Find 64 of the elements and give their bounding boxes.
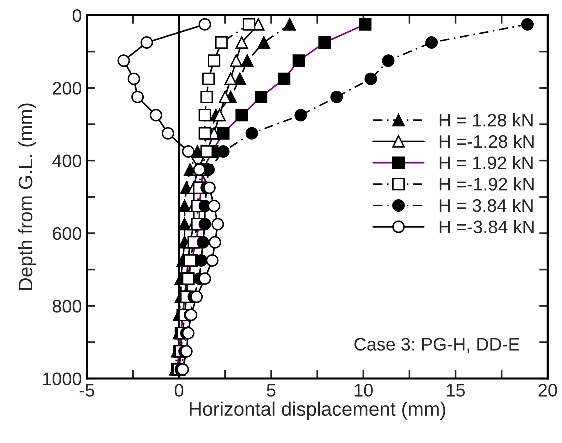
point [200,145,214,158]
point [162,127,174,140]
point [150,109,162,122]
point [215,36,228,49]
point [284,18,296,31]
point [236,36,248,49]
point [521,18,534,31]
point [246,127,258,140]
point [364,72,378,86]
legend-label: H = 1.28 kN [440,114,533,127]
x-tick-label: 0 [174,384,184,397]
point [382,54,395,68]
legend-label: H = 1.92 kN [440,156,533,170]
point [182,145,195,158]
x-tick-label: 20 [538,384,558,397]
point [190,290,204,304]
point [212,218,224,231]
x-axis-title: Horizontal displacement (mm) [190,402,446,420]
point [140,36,154,49]
y-tick-label: 1000 [43,372,82,386]
y-tick-label: 0 [72,9,82,22]
point [243,18,256,31]
point [198,272,212,286]
y-axis-title: Depth from G.L. (mm) [18,104,37,290]
point [234,72,246,86]
point [241,54,254,68]
point [198,18,212,31]
point [202,72,216,86]
point [230,54,243,68]
point [198,109,212,122]
point [294,109,308,122]
annotation: Case 3: PG-H, DD-E [354,338,520,354]
point [196,236,210,249]
legend-label: H = 3.84 kN [440,198,533,212]
point [203,182,216,194]
y-tick-label: 400 [52,154,82,168]
legend-label: H =-1.92 kN [440,178,534,191]
point [208,236,222,249]
point [206,254,219,267]
point [208,54,221,68]
y-tick-label: 200 [53,82,82,95]
point [330,90,344,104]
point [214,109,226,122]
point [208,200,221,212]
point [198,127,212,140]
point [426,36,438,49]
y-tick-label: 800 [52,300,82,313]
point [217,145,230,158]
point [118,54,130,68]
point [200,90,214,104]
x-tick-label: 15 [447,384,466,397]
point [178,218,192,231]
point [224,72,238,86]
x-tick-label: -5 [80,384,94,397]
point [198,218,212,231]
legend-label: H =-1.28 kN [440,134,534,148]
x-tick-label: 5 [267,384,276,397]
point [258,36,270,49]
legend-label: H =-3.84 kN [440,220,534,234]
point [132,90,144,104]
point [128,72,140,86]
point [195,254,208,267]
y-tick-label: 600 [53,227,82,240]
x-tick-label: 10 [354,384,373,397]
